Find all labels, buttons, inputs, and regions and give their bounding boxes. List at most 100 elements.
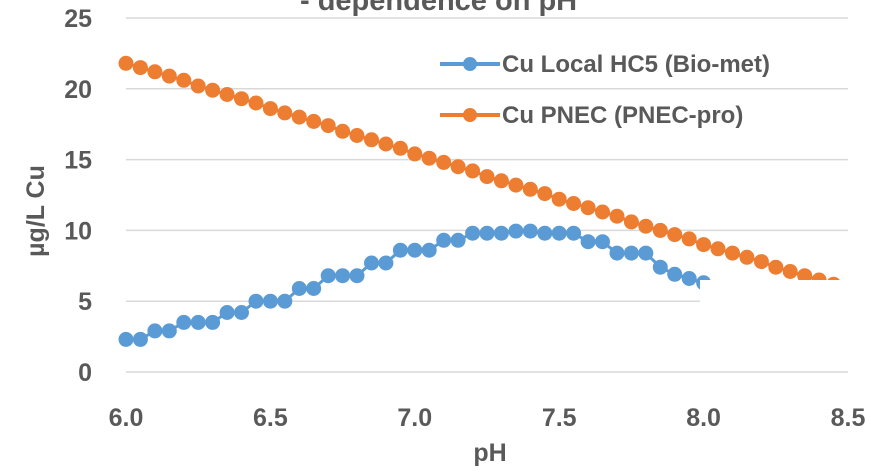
legend: Cu Local HC5 (Bio-met) Cu PNEC (PNEC-pro…	[440, 51, 770, 129]
series-0-point-3	[161, 323, 177, 339]
series-1	[118, 55, 856, 296]
series-0-point-12	[291, 281, 307, 296]
legend-item-pnec: Cu PNEC (PNEC-pro)	[440, 102, 743, 129]
series-0-point-10	[262, 293, 278, 309]
x-tick-label-4: 8.0	[686, 404, 721, 432]
series-0-point-24	[465, 225, 481, 241]
series-0-point-39	[681, 271, 697, 286]
tick-labels: 0 5 10 15 20 25 6.0 6.5 7.0 7.5 8.0 8.5	[64, 5, 865, 432]
series-0-point-8	[234, 305, 249, 320]
series-1-point-10	[262, 101, 278, 117]
series-1-point-16	[349, 128, 365, 143]
y-tick-label-4: 20	[64, 76, 92, 104]
series-1-point-31	[566, 196, 582, 211]
series-1-point-28	[522, 181, 538, 197]
series-0-point-38	[667, 266, 683, 282]
series-0-point-18	[378, 255, 394, 271]
series-1-point-23	[450, 159, 466, 175]
series-0-point-37	[652, 259, 668, 275]
y-axis-title: µg/L Cu	[22, 165, 50, 257]
legend-marker-hc5	[463, 57, 477, 71]
legend-label-hc5: Cu Local HC5 (Bio-met)	[502, 51, 770, 78]
series-0-point-17	[364, 255, 379, 271]
y-tick-label-2: 10	[64, 217, 92, 245]
series-1-point-36	[638, 218, 654, 234]
series-0-point-31	[566, 225, 582, 241]
series-1-point-6	[205, 82, 221, 98]
series-0-point-20	[407, 242, 423, 258]
x-tick-label-2: 7.0	[397, 404, 432, 432]
series-1-point-34	[609, 208, 625, 224]
series-1-point-2	[147, 64, 163, 80]
y-tick-label-3: 15	[64, 147, 92, 175]
x-axis-title: pH	[473, 439, 506, 467]
series-1-point-3	[161, 68, 177, 84]
series-0-point-34	[609, 245, 625, 261]
series-1-point-29	[537, 186, 553, 202]
series-1-point-25	[479, 169, 495, 185]
series-1-point-12	[291, 109, 307, 125]
series-1-point-5	[190, 78, 206, 94]
series-1-point-39	[681, 231, 697, 247]
series-1-point-13	[306, 113, 322, 129]
series-1-point-1	[132, 60, 148, 76]
series-0-point-29	[537, 225, 553, 241]
series-0-point-0	[118, 331, 134, 347]
legend-item-hc5: Cu Local HC5 (Bio-met)	[440, 51, 770, 78]
y-tick-label-5: 25	[64, 5, 92, 33]
series-0-point-21	[421, 242, 437, 258]
x-tick-label-1: 6.5	[253, 404, 288, 432]
series-1-point-27	[508, 177, 524, 193]
series-0-point-6	[205, 314, 221, 330]
series-0-point-33	[595, 234, 610, 250]
series-1-point-21	[421, 150, 437, 166]
series-0-point-26	[493, 225, 509, 241]
series-1-point-15	[335, 123, 351, 139]
series-1-point-9	[248, 95, 264, 111]
series-0-point-5	[190, 314, 206, 330]
series-1-point-26	[493, 173, 509, 189]
series-0-point-7	[219, 305, 235, 320]
series-0-point-11	[277, 293, 293, 309]
series-1-point-42	[725, 245, 740, 261]
series-1-point-7	[219, 87, 235, 102]
series-0-point-14	[320, 268, 336, 284]
series-1-point-17	[364, 132, 379, 148]
series-0-point-30	[551, 225, 567, 241]
series-1-point-11	[277, 105, 293, 121]
series-1-point-19	[392, 140, 408, 156]
series-0-point-13	[306, 281, 322, 296]
series-1-point-4	[176, 72, 192, 88]
series-1-point-46	[782, 264, 798, 279]
series-0-point-19	[392, 242, 408, 258]
series-1-point-14	[320, 118, 336, 134]
series-0-point-4	[176, 314, 192, 330]
series-1-point-43	[739, 249, 755, 265]
x-tick-label-3: 7.5	[542, 404, 577, 432]
series-0-point-32	[580, 234, 596, 250]
chart-title: - dependence on pH	[300, 0, 577, 17]
series-0-point-27	[508, 223, 524, 239]
series-1-point-44	[753, 254, 769, 270]
series-1-point-45	[768, 259, 784, 275]
series-0-point-23	[450, 232, 466, 248]
obscured-region	[700, 280, 865, 355]
x-tick-label-5: 8.5	[831, 404, 866, 432]
series-0-point-35	[623, 245, 639, 261]
series-1-point-20	[407, 146, 423, 162]
series-1-point-33	[595, 204, 610, 220]
series-0-point-36	[638, 245, 654, 261]
series-1-point-37	[652, 222, 668, 238]
series-1-point-40	[696, 237, 712, 253]
series-0-point-25	[479, 225, 495, 241]
legend-label-pnec: Cu PNEC (PNEC-pro)	[502, 102, 743, 129]
series-1-point-24	[465, 163, 481, 179]
series-0-point-2	[147, 323, 163, 339]
series-1-point-0	[118, 55, 134, 71]
series-1-point-47	[797, 268, 813, 284]
series-0-point-22	[436, 232, 452, 248]
series-1-point-30	[551, 191, 567, 207]
series-1-point-18	[378, 136, 394, 152]
series-0-point-1	[132, 331, 148, 347]
series-1-point-22	[436, 154, 452, 170]
